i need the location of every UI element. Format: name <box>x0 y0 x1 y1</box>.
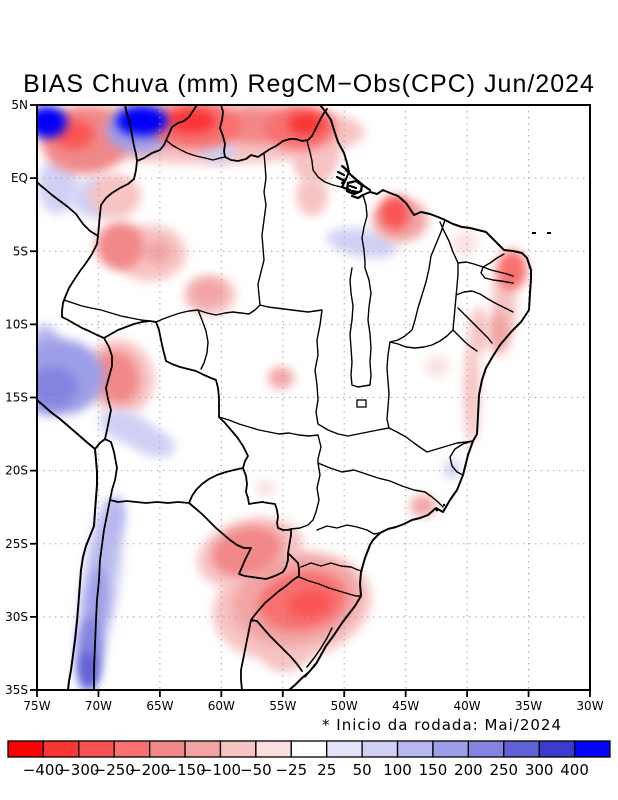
colorbar-tick-label: −25 <box>275 761 307 779</box>
colorbar-segment <box>432 740 470 758</box>
colorbar-tick-label: −250 <box>94 761 135 779</box>
colorbar-segment <box>361 740 399 758</box>
lat-tick-label: 5N <box>11 98 28 112</box>
lat-tick-label: 35S <box>5 683 28 697</box>
bias-blob <box>268 367 294 389</box>
lon-tick-label: 75W <box>23 699 50 713</box>
colorbar-segment <box>538 740 576 758</box>
colorbar-segment <box>255 740 292 758</box>
bias-blob <box>326 227 398 259</box>
colorbar-segment <box>467 740 505 758</box>
lagoon-lines <box>304 627 333 678</box>
bias-blob <box>444 459 460 479</box>
reservoir-square <box>356 399 367 408</box>
colorbar-segment <box>290 740 328 758</box>
island-dots <box>435 232 551 512</box>
lon-tick-label: 30W <box>576 699 603 713</box>
colorbar-segment <box>396 740 434 758</box>
bias-blob <box>38 158 78 214</box>
colorbar-tick-label: −150 <box>164 761 205 779</box>
run-start-annotation: * Inicio da rodada: Mai/2024 <box>322 716 562 734</box>
colorbar-tick-label: −100 <box>200 761 241 779</box>
lat-tick-label: 15S <box>5 391 28 405</box>
bias-blob <box>425 355 449 377</box>
lon-tick-label: 45W <box>392 699 419 713</box>
amazon-delta-marks <box>335 164 372 200</box>
colorbar-tick-label: 50 <box>353 761 372 779</box>
bias-blob <box>38 367 78 407</box>
colorbar: −400−300−250−200−150−100−50 −25 25 50 100 150… <box>7 740 611 779</box>
lon-tick-label: 60W <box>208 699 235 713</box>
bias-blob <box>96 222 144 270</box>
bias-blob <box>489 311 509 355</box>
lon-tick-label: 40W <box>454 699 481 713</box>
colorbar-tick-label: 250 <box>489 761 518 779</box>
bias-blob <box>255 480 275 496</box>
colorbar-tick-label: 25 <box>317 761 336 779</box>
bias-blob <box>116 106 168 136</box>
colorbar-segment <box>78 740 115 758</box>
bias-blob <box>190 279 226 307</box>
colorbar-tick-label: −300 <box>58 761 99 779</box>
colorbar-segment <box>7 740 45 758</box>
bias-blob <box>464 340 480 444</box>
lat-tick-label: 10S <box>5 317 28 331</box>
colorbar-segment <box>326 740 363 758</box>
bias-blob <box>168 109 216 133</box>
colorbar-tick-label: −200 <box>129 761 170 779</box>
lat-tick-label: 20S <box>5 464 28 478</box>
colorbar-segment <box>503 740 540 758</box>
colorbar-tick-label: −400 <box>23 761 64 779</box>
lon-tick-label: 35W <box>515 699 542 713</box>
country-borders-path <box>36 104 328 691</box>
bias-blob <box>78 651 98 689</box>
colorbar-tick-label: 100 <box>383 761 412 779</box>
lat-tick-label: 5S <box>13 244 28 258</box>
colorbar-segment <box>148 740 186 758</box>
bias-blob <box>288 589 332 619</box>
colorbar-tick-label: 200 <box>454 761 483 779</box>
bias-blob <box>296 176 328 216</box>
lon-tick-label: 50W <box>331 699 358 713</box>
axes-layer: 5N EQ 5S 10S 15S 20S 25S 30S 35S 75W 70W 65W 60W 55W 5… <box>5 98 604 713</box>
bias-blob <box>38 106 67 138</box>
colorbar-segment <box>42 740 80 758</box>
bias-blob <box>452 231 478 255</box>
bias-blob <box>380 196 410 230</box>
colorbar-segment <box>219 740 257 758</box>
chart-title: BIAS Chuva (mm) RegCM−Obs(CPC) Jun/2024 <box>23 70 595 98</box>
lon-tick-label: 55W <box>269 699 296 713</box>
lat-tick-label: 25S <box>5 537 28 551</box>
bias-shading-layer <box>38 106 527 689</box>
colorbar-segment <box>113 740 151 758</box>
colorbar-tick-label: 400 <box>560 761 589 779</box>
bias-blob <box>128 426 176 458</box>
lat-tick-label: EQ <box>11 171 28 185</box>
colorbar-tick-label: 300 <box>525 761 554 779</box>
bias-blob <box>144 240 172 264</box>
colorbar-tick-label: 150 <box>419 761 448 779</box>
lat-tick-label: 30S <box>5 610 28 624</box>
lon-tick-label: 65W <box>146 699 173 713</box>
colorbar-tick-label: −50 <box>240 761 272 779</box>
bias-blob <box>410 495 436 517</box>
bias-blob <box>497 250 527 290</box>
coastline-path <box>36 104 532 691</box>
lon-tick-label: 70W <box>85 699 112 713</box>
colorbar-segment <box>184 740 222 758</box>
state-borders-path <box>63 139 514 597</box>
colorbar-segment <box>573 740 611 758</box>
